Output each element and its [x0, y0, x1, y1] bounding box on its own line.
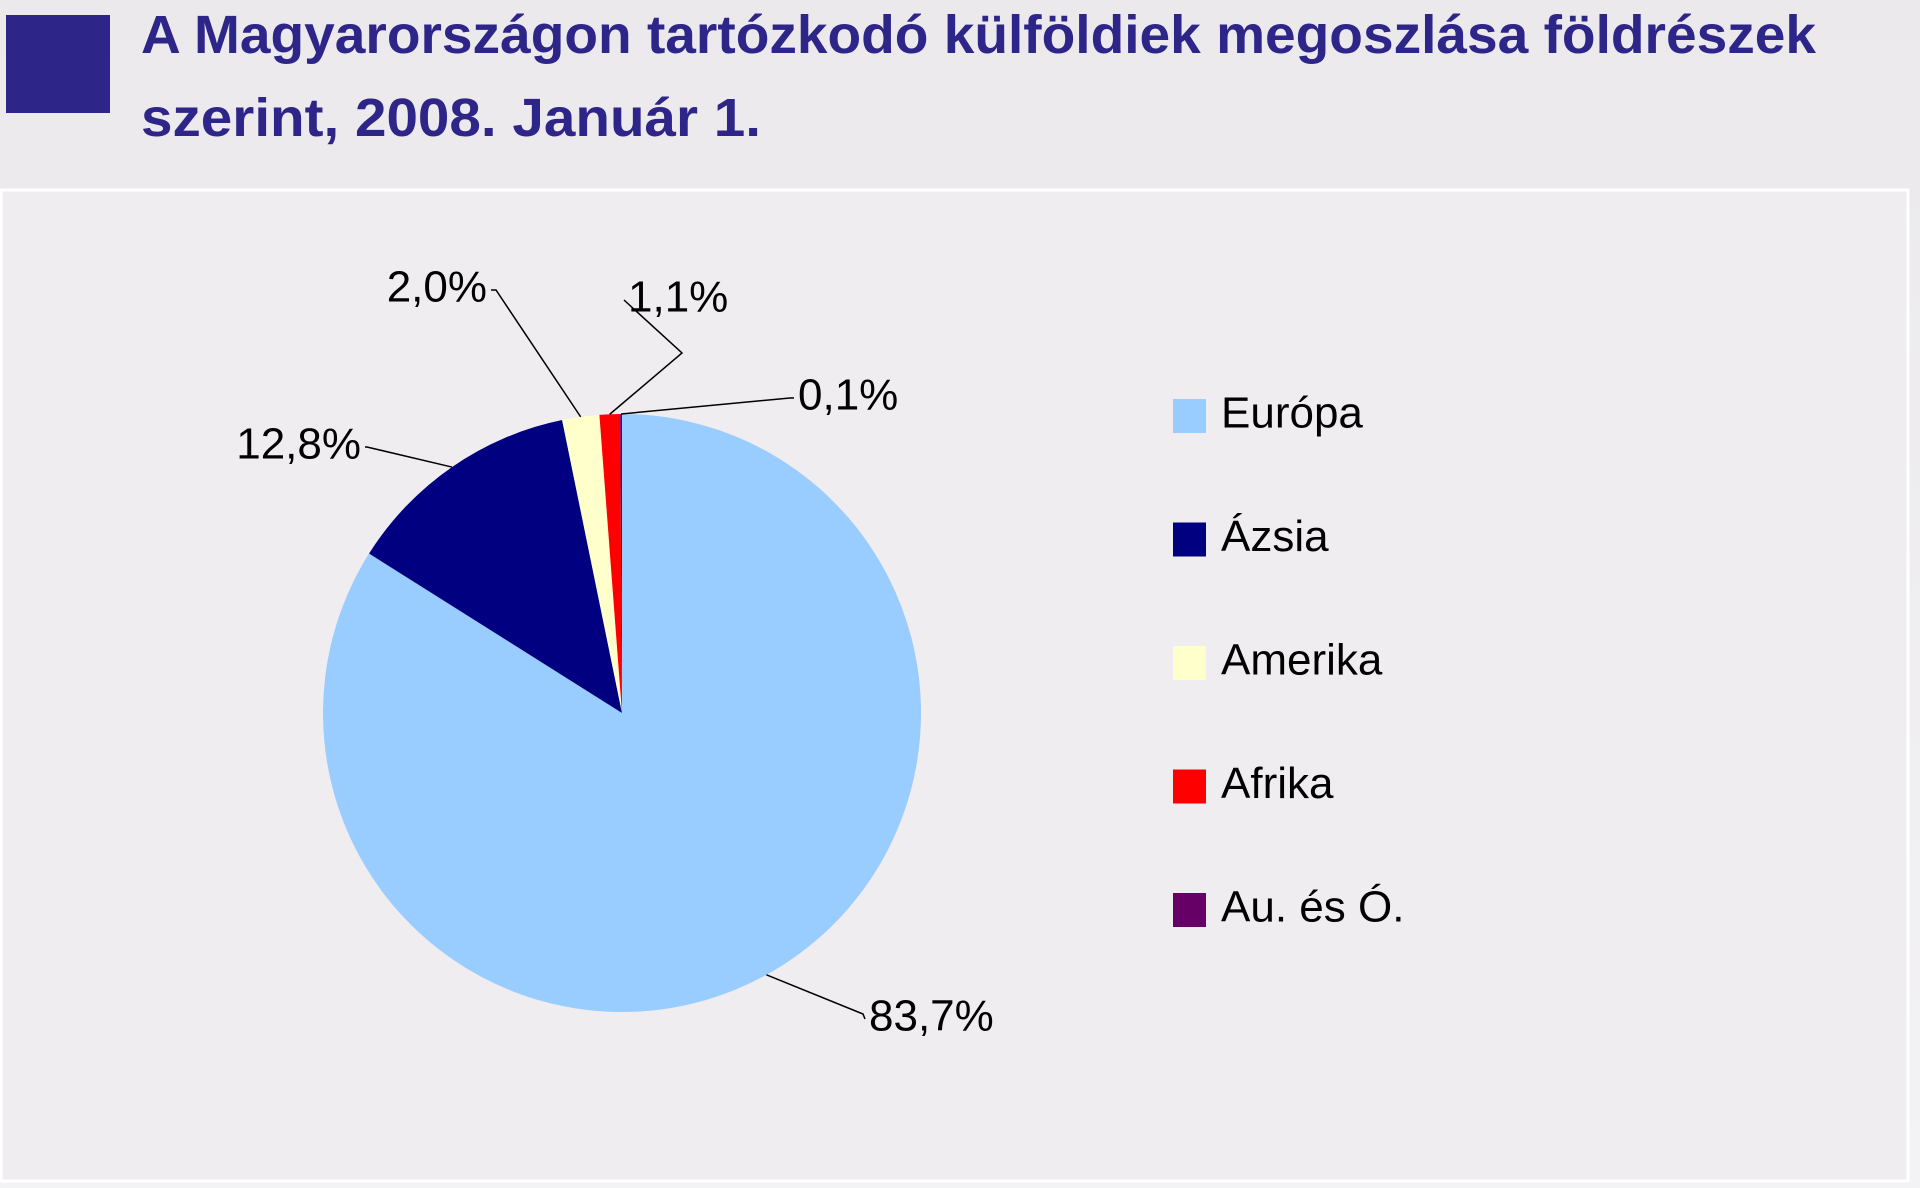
pie-slice — [562, 414, 622, 713]
legend-label: Amerika — [1221, 636, 1383, 685]
legend-label: Au. és Ó. — [1221, 883, 1404, 932]
legend-label: Európa — [1221, 389, 1363, 438]
data-label: 0,1% — [798, 371, 898, 420]
legend-label: Ázsia — [1221, 512, 1329, 561]
leader-line — [491, 289, 582, 418]
data-label: 1,1% — [628, 273, 728, 322]
legend-swatch — [1173, 769, 1206, 804]
leader-line — [365, 446, 453, 468]
data-label: 2,0% — [387, 263, 487, 312]
legend-swatch — [1173, 646, 1206, 680]
legend-swatch — [1173, 893, 1206, 927]
title-marker — [6, 15, 110, 113]
legend-label: Afrika — [1221, 759, 1334, 808]
legend-swatch — [1173, 522, 1206, 557]
chart-title: A Magyarországon tartózkodó külföldiek m… — [141, 5, 1817, 65]
leader-line — [620, 397, 794, 415]
pie-slice — [369, 420, 622, 713]
legend-swatch — [1173, 399, 1206, 433]
data-label: 83,7% — [869, 992, 994, 1041]
leader-line — [766, 974, 866, 1020]
plot-panel — [0, 188, 1910, 1183]
pie-slice — [599, 414, 622, 713]
leader-line — [609, 299, 684, 415]
pie-slice — [620, 414, 622, 713]
data-label: 12,8% — [236, 420, 361, 469]
chart-title: szerint, 2008. Január 1. — [141, 88, 761, 148]
